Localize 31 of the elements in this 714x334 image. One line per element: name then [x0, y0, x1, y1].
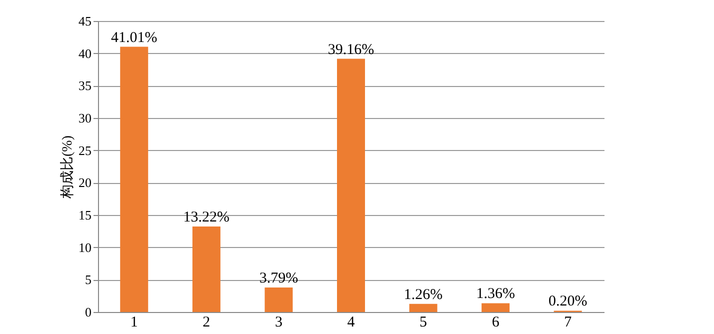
- x-tick-label: 7: [564, 314, 572, 330]
- data-label: 1.36%: [476, 286, 515, 302]
- x-tick-label: 2: [202, 314, 210, 330]
- y-tick-label: 30: [78, 110, 92, 126]
- bar: [192, 226, 220, 312]
- bar: [264, 287, 293, 312]
- y-tick-label: 10: [78, 240, 92, 255]
- y-tick-label: 25: [78, 142, 92, 158]
- x-tick-label: 6: [492, 314, 500, 330]
- bar: [409, 304, 438, 312]
- bar: [482, 303, 510, 312]
- data-label: 1.26%: [404, 286, 443, 303]
- bar: [120, 46, 148, 312]
- x-tick-label: 1: [130, 314, 138, 330]
- x-tick-label: 4: [347, 314, 356, 330]
- y-tick-label: 45: [78, 14, 92, 28]
- data-label: 0.20%: [548, 294, 588, 310]
- x-tick-label: 3: [274, 314, 282, 330]
- data-label: 3.79%: [259, 270, 298, 286]
- y-tick-label: 5: [85, 272, 92, 288]
- data-label: 41.01%: [111, 30, 158, 46]
- y-tick-label: 15: [78, 208, 92, 222]
- y-axis-title: 构成比(%): [60, 135, 76, 200]
- y-tick-label: 20: [78, 175, 92, 190]
- data-label: 13.22%: [183, 210, 230, 226]
- y-tick-label: 40: [78, 46, 92, 61]
- bar: [337, 58, 365, 312]
- x-tick-label: 5: [420, 314, 428, 330]
- y-tick-label: 35: [78, 78, 92, 94]
- data-label: 39.16%: [328, 42, 374, 58]
- y-tick-label: 0: [85, 304, 92, 320]
